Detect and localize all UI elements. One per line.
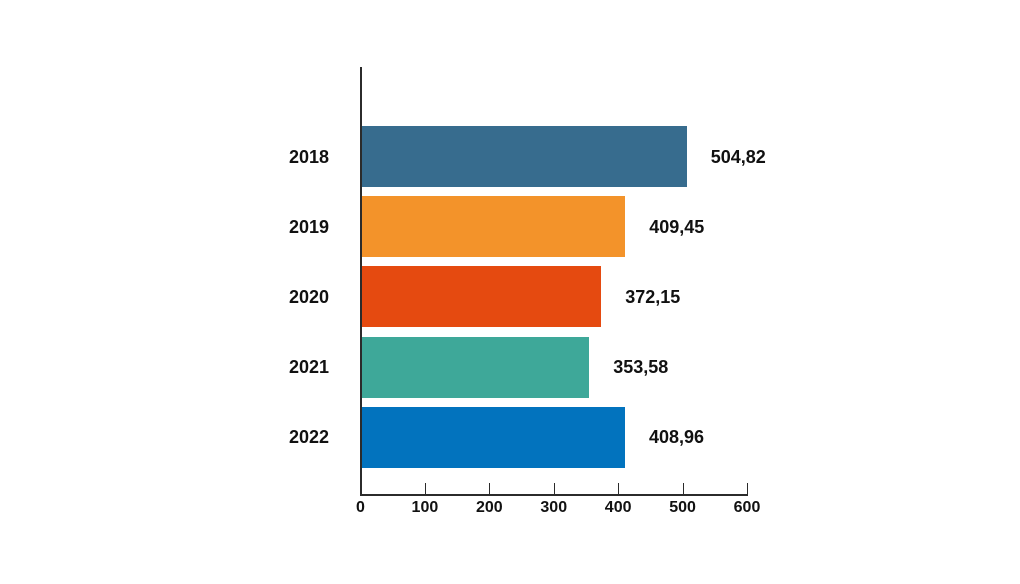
category-label-2022: 2022 [288, 427, 329, 448]
category-label-2021: 2021 [288, 357, 329, 378]
x-tick-label: 200 [475, 499, 503, 516]
x-tick [424, 483, 426, 494]
x-tick-label: 300 [540, 499, 568, 516]
bar-2020 [361, 266, 602, 328]
bar-2018 [361, 126, 687, 187]
category-label-2019: 2019 [288, 216, 329, 237]
x-tick [553, 483, 555, 494]
x-tick-label: 100 [411, 499, 439, 516]
x-axis-line [360, 494, 748, 496]
y-axis-line [360, 67, 362, 494]
bar-2022 [361, 406, 625, 468]
x-tick [618, 483, 620, 494]
category-label-2020: 2020 [288, 286, 329, 307]
bar-2019 [361, 196, 626, 258]
x-tick-label: 400 [604, 499, 632, 516]
x-tick-label: 500 [669, 499, 696, 516]
value-label-2021: 353,58 [613, 357, 669, 378]
category-label-2018: 2018 [288, 146, 329, 167]
x-tick [747, 483, 748, 494]
x-tick [360, 483, 362, 494]
value-label-2020: 372,15 [625, 286, 681, 307]
bar-2021 [361, 336, 590, 398]
x-tick-label: 600 [733, 499, 761, 516]
value-label-2019: 409,45 [649, 216, 705, 237]
x-tick [682, 483, 684, 494]
value-label-2022: 408,96 [648, 427, 704, 448]
x-tick [489, 483, 491, 494]
x-tick-label: 0 [356, 499, 365, 516]
value-label-2018: 504,82 [710, 146, 766, 167]
